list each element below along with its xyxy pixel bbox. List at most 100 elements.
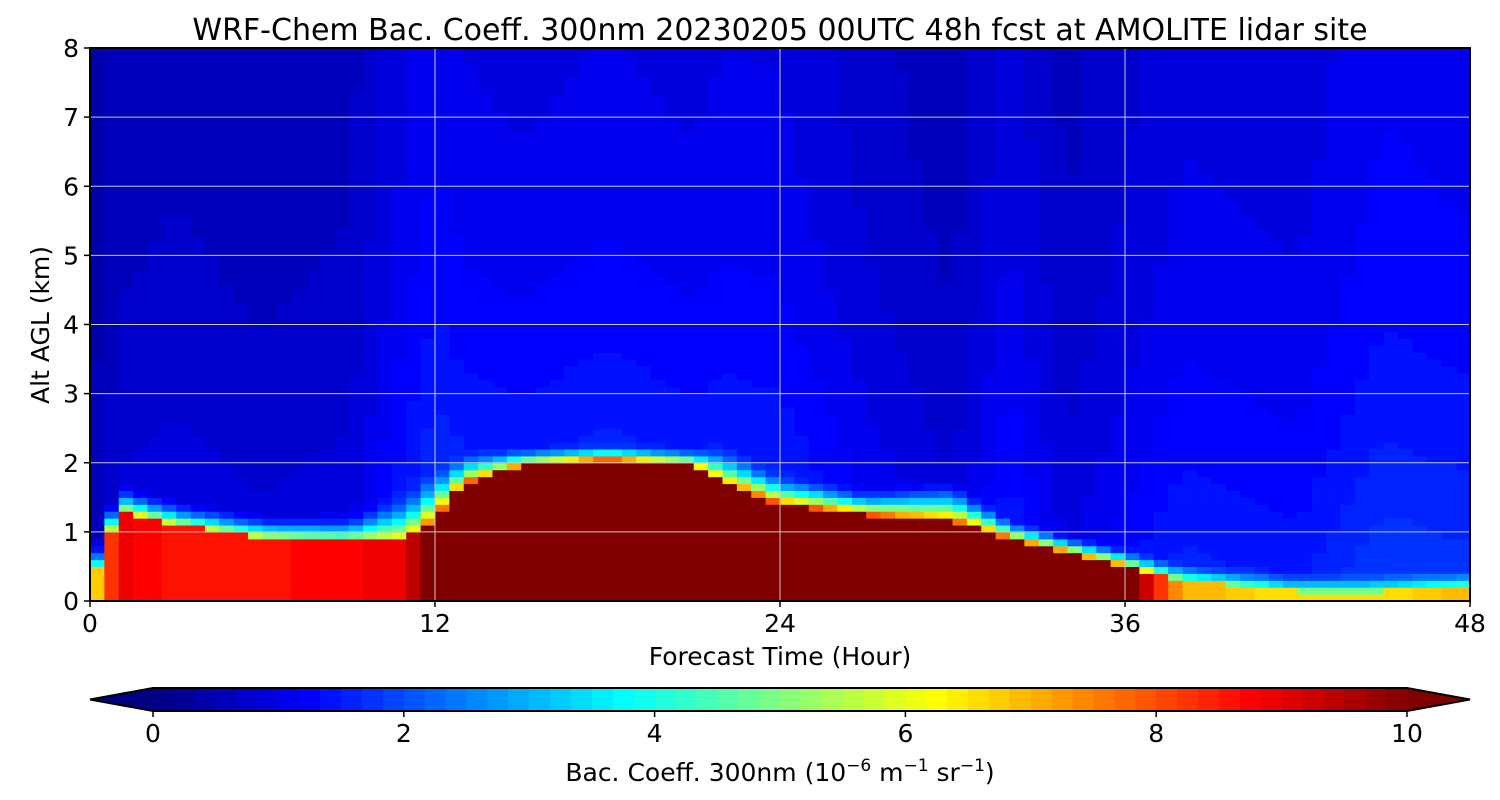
heatmap-cell (118, 158, 134, 167)
heatmap-cell (406, 331, 422, 339)
heatmap-cell (679, 289, 695, 298)
heatmap-cell (794, 262, 810, 270)
heatmap-cell (607, 310, 623, 319)
heatmap-cell (722, 428, 738, 436)
heatmap-cell (205, 545, 220, 554)
heatmap-cell (636, 400, 652, 409)
heatmap-cell (463, 200, 479, 208)
heatmap-cell (219, 545, 235, 554)
heatmap-cell (521, 151, 537, 160)
heatmap-cell (751, 573, 767, 581)
heatmap-cell (708, 559, 724, 568)
heatmap-cell (449, 158, 465, 167)
heatmap-cell (291, 186, 307, 194)
heatmap-cell (161, 476, 177, 485)
heatmap-cell (535, 283, 551, 291)
heatmap-cell (377, 573, 393, 581)
heatmap-cell (708, 117, 724, 125)
heatmap-cell (506, 365, 522, 374)
heatmap-cell (276, 96, 292, 104)
heatmap-cell (118, 124, 134, 132)
heatmap-cell (90, 504, 105, 512)
heatmap-cell (161, 144, 177, 153)
heatmap-cell (880, 172, 896, 180)
heatmap-cell (320, 262, 335, 270)
heatmap-cell (276, 594, 292, 601)
heatmap-cell (348, 462, 364, 471)
heatmap-cell (492, 483, 508, 491)
heatmap-cell (938, 193, 954, 201)
heatmap-cell (147, 310, 163, 319)
heatmap-cell (621, 476, 637, 485)
heatmap-cell (348, 48, 364, 56)
heatmap-cell (190, 365, 206, 374)
heatmap-cell (276, 511, 292, 519)
heatmap-cell (190, 469, 206, 478)
heatmap-cell (406, 379, 422, 388)
heatmap-cell (449, 172, 465, 180)
heatmap-cell (895, 255, 910, 263)
heatmap-cell (104, 338, 120, 346)
heatmap-cell (133, 276, 149, 284)
heatmap-cell (636, 407, 652, 415)
heatmap-cell (578, 248, 594, 256)
heatmap-cell (305, 462, 321, 471)
heatmap-cell (363, 455, 379, 464)
heatmap-cell (190, 54, 206, 63)
heatmap-cell (607, 566, 623, 574)
heatmap-cell (765, 393, 781, 402)
heatmap-cell (176, 255, 192, 263)
heatmap-cell (607, 386, 623, 395)
heatmap-cell (621, 587, 637, 595)
heatmap-cell (938, 68, 954, 77)
heatmap-cell (478, 137, 494, 146)
heatmap-cell (463, 331, 479, 339)
heatmap-cell (578, 110, 594, 118)
heatmap-cell (823, 220, 839, 229)
heatmap-cell (463, 428, 479, 436)
heatmap-cell (665, 524, 680, 533)
heatmap-cell (262, 303, 278, 312)
heatmap-cell (463, 172, 479, 180)
heatmap-cell (909, 61, 925, 70)
heatmap-cell (593, 497, 609, 505)
heatmap-cell (276, 400, 292, 409)
heatmap-cell (938, 504, 954, 512)
heatmap-cell (823, 386, 839, 395)
heatmap-cell (535, 151, 551, 160)
heatmap-cell (90, 213, 105, 222)
heatmap-cell (90, 483, 105, 491)
heatmap-cell (938, 110, 954, 118)
heatmap-cell (650, 345, 666, 353)
heatmap-cell (851, 117, 867, 125)
heatmap-cell (463, 213, 479, 222)
heatmap-cell (837, 276, 853, 284)
heatmap-cell (276, 462, 292, 471)
heatmap-cell (851, 96, 867, 104)
heatmap-cell (248, 448, 264, 457)
heatmap-cell (679, 241, 695, 250)
heatmap-cell (535, 483, 551, 491)
heatmap-cell (190, 538, 206, 547)
heatmap-cell (104, 158, 120, 167)
heatmap-cell (952, 338, 968, 346)
heatmap-cell (449, 476, 465, 485)
heatmap-cell (90, 110, 105, 118)
heatmap-cell (463, 538, 479, 547)
heatmap-cell (751, 331, 767, 339)
heatmap-cell (161, 407, 177, 415)
heatmap-cell (506, 303, 522, 312)
heatmap-cell (966, 179, 982, 187)
heatmap-cell (205, 421, 220, 429)
heatmap-cell (506, 345, 522, 353)
heatmap-cell (363, 594, 379, 601)
heatmap-cell (751, 68, 767, 77)
heatmap-cell (823, 538, 839, 547)
heatmap-cell (578, 269, 594, 277)
heatmap-cell (506, 559, 522, 568)
heatmap-cell (751, 580, 767, 588)
heatmap-cell (708, 518, 724, 526)
heatmap-cell (348, 448, 364, 457)
heatmap-cell (751, 144, 767, 153)
heatmap-cell (478, 172, 494, 180)
